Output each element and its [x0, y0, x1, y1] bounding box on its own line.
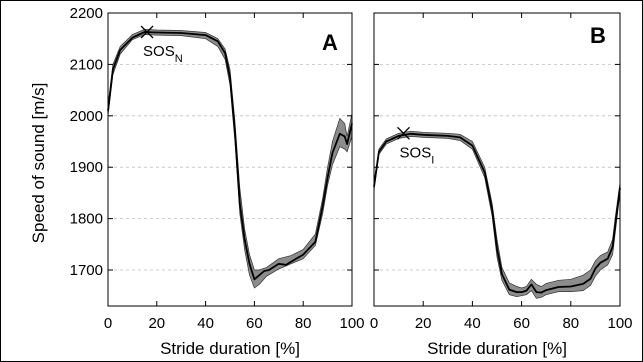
panel-a-annotation-label: SOSN — [143, 43, 183, 65]
panel-b-annotation-label: SOSI — [400, 144, 435, 166]
panel-a-letter: A — [322, 30, 338, 55]
panel-a-frame — [107, 12, 353, 307]
panel-b-x-axis-label: Stride duration [%] — [427, 339, 567, 358]
panel-b-x-tick-label-60: 60 — [513, 315, 530, 332]
panel-a-mean-line — [107, 31, 353, 281]
panel-a-x-tick-label-0: 0 — [104, 315, 112, 332]
panel-a-bands — [107, 29, 353, 289]
panel-b-markers: SOSI — [397, 126, 435, 166]
panel-a-x-tick-label-100: 100 — [339, 315, 364, 332]
panel-a-x-axis-label: Stride duration [%] — [160, 339, 300, 358]
panel-b-x-tick-label-80: 80 — [562, 315, 579, 332]
panel-a-y-tick-label-2200: 2200 — [70, 5, 103, 22]
panel-a-x-ticks: 0 20 40 60 80 100 — [104, 13, 365, 332]
panel-a-x-tick-label-20: 20 — [148, 315, 165, 332]
panel-b-annotation-marker — [397, 126, 410, 140]
panel-a-y-tick-label-2000: 2000 — [70, 108, 103, 125]
y-axis-label: Speed of sound [m/s] — [29, 83, 48, 244]
panel-b-x-ticks: 0 20 40 60 80 100 — [370, 13, 633, 332]
panel-b-letter: B — [590, 23, 606, 48]
panel-a-x-tick-label-60: 60 — [246, 315, 263, 332]
panel-b: SOSI 0 20 40 60 80 100 B Stride duration [%] — [370, 12, 633, 358]
panel-a-lines — [107, 31, 353, 281]
panel-b-x-tick-label-0: 0 — [370, 315, 378, 332]
panel-a-x-tick-label-40: 40 — [197, 315, 214, 332]
panel-b-frame — [373, 12, 621, 307]
panel-b-x-tick-label-100: 100 — [607, 315, 632, 332]
panel-a-y-tick-label-1800: 1800 — [70, 211, 103, 228]
panel-a-annotation-subscript: N — [175, 53, 183, 65]
panel-b-mean-line — [373, 132, 621, 294]
panel-a-variance-band — [107, 29, 353, 289]
panel-a-y-tick-label-1900: 1900 — [70, 159, 103, 176]
panel-a-y-tick-label-1700: 1700 — [70, 262, 103, 279]
panel-a-y-tick-label-2100: 2100 — [70, 56, 103, 73]
panel-b-x-tick-label-40: 40 — [464, 315, 481, 332]
panel-a: SOSN 0 20 40 60 80 100 1700 1800 1900 2000 2100 22… — [70, 5, 365, 358]
panel-a-y-ticks: 1700 1800 1900 2000 2100 2200 — [70, 5, 352, 279]
panel-b-lines — [373, 132, 621, 294]
panel-a-grid — [108, 64, 352, 271]
panel-a-annotation-marker — [140, 25, 154, 39]
panel-a-markers: SOSN — [140, 25, 183, 65]
panel-a-x-tick-label-80: 80 — [295, 315, 312, 332]
panel-b-grid — [374, 64, 620, 271]
panel-b-x-tick-label-20: 20 — [415, 315, 432, 332]
panel-b-annotation-subscript: I — [431, 154, 434, 166]
